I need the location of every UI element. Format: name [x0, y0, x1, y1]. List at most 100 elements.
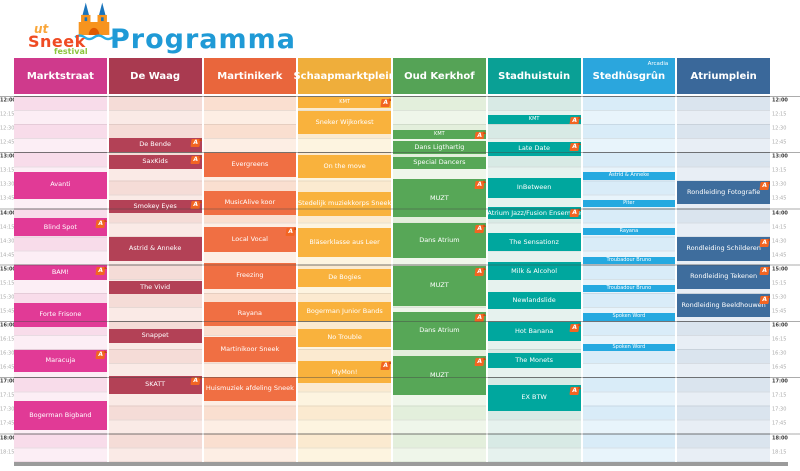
time-label-1615: 16:15 [772, 336, 787, 343]
event-on-the-move[interactable]: On the move [298, 154, 391, 178]
time-label-1200: 12:00 [772, 97, 788, 104]
event-rondleiding-beeldhouwen[interactable]: Rondleiding Beeldhouwen A [677, 294, 770, 317]
event-bogerman-junior-bands[interactable]: Bogerman Junior Bands [298, 301, 391, 321]
event-de-bogies[interactable]: De Bogies [298, 269, 391, 287]
time-label-1645: 16:45 [772, 364, 787, 371]
logo-word-sneek: Sneek [28, 32, 86, 51]
talent-flag-icon: A [758, 238, 770, 247]
event-spoken-word[interactable]: Spoken Word [582, 313, 676, 321]
event-title: InBetween [516, 183, 552, 192]
venue-timeline-atriumplein: Rondleiding Fotografie A Rondleiding Schil… [677, 96, 770, 462]
event-kmt[interactable]: KMT A [393, 130, 486, 139]
event-the-sensationz[interactable]: The Sensationz [487, 233, 581, 252]
event-skatt[interactable]: SKATT A [108, 375, 202, 394]
event-muzt[interactable]: MUZT A [393, 266, 486, 306]
event-sneker-wijkorkest[interactable]: Sneker Wijkorkest [298, 110, 391, 134]
event-smokey-eyes[interactable]: Smokey Eyes A [108, 199, 202, 213]
event-dans-atrium[interactable]: Dans Atrium A [393, 223, 486, 258]
event-rayana[interactable]: Rayana [582, 227, 676, 236]
time-label-1430: 14:30 [0, 238, 15, 245]
event-milk-alcohol[interactable]: Milk & Alcohol [487, 262, 581, 281]
time-label-1600: 16:00 [0, 322, 16, 329]
event-mymon[interactable]: MyMon! A [298, 360, 391, 384]
event-de-bende[interactable]: De Bende A [108, 137, 202, 152]
time-label-1545: 15:45 [0, 308, 15, 315]
event-rondleiding-tekenen[interactable]: Rondleiding Tekenen A [677, 265, 770, 289]
event-astrid-anneke[interactable]: Astrid & Anneke [108, 237, 202, 261]
time-label-1515: 15:15 [772, 280, 787, 287]
event-muzt[interactable]: MUZT A [393, 356, 486, 395]
event-title: Blind Spot [43, 222, 77, 231]
event-rondleiding-schilderen[interactable]: Rondleiding Schilderen A [677, 237, 770, 261]
time-label-1215: 12:15 [0, 111, 15, 118]
talent-flag-icon: A [95, 351, 106, 360]
event-the-monets[interactable]: The Monets [487, 353, 581, 369]
event-avanti[interactable]: Avanti [14, 171, 107, 199]
event-atrium-jazz-fusion-ensemble[interactable]: Atrium Jazz/Fusion Ensemble A [487, 207, 581, 220]
event-huismuziek-afdeling-sneek[interactable]: Huismuziek afdeling Sneek [203, 376, 297, 402]
event-title: Rondleiding Fotografie [687, 187, 761, 196]
time-label-1630: 16:30 [772, 350, 787, 357]
event-kmt[interactable]: KMT A [487, 115, 581, 124]
venue-badge: Arcadia [647, 61, 669, 67]
venue-header-atriumplein: Atriumplein [677, 58, 770, 94]
event-title: Astrid & Anneke [608, 172, 650, 179]
event-snappet[interactable]: Snappet [108, 329, 202, 343]
event-maracuja[interactable]: Maracuja A [14, 349, 107, 373]
event-evergreens[interactable]: Evergreens [203, 152, 297, 178]
venue-column-martinikerk: Martinikerk Evergreens MusicAlive koor Loca… [203, 58, 297, 462]
event-bl-serklasse-aus-leer[interactable]: Bläserklasse aus Leer [298, 227, 391, 257]
talent-flag-icon: A [569, 116, 580, 124]
event-troubadour-bruno[interactable]: Troubadour Bruno [582, 284, 676, 293]
event-spoken-word[interactable]: Spoken Word [582, 344, 676, 352]
event-title: Dans Atrium [419, 326, 460, 335]
time-label-1800: 18:00 [772, 435, 788, 441]
event-kmt[interactable]: KMT A [298, 97, 391, 108]
event-newlandslide[interactable]: Newlandslide [487, 291, 581, 310]
time-label-1515: 15:15 [0, 280, 15, 287]
event-astrid-anneke[interactable]: Astrid & Anneke [582, 172, 676, 180]
event-title: SaxKids [142, 157, 168, 166]
event-musicalive-koor[interactable]: MusicAlive koor [203, 191, 297, 215]
event-troubadour-bruno[interactable]: Troubadour Bruno [582, 256, 676, 265]
event-late-date[interactable]: Late Date A [487, 141, 581, 157]
event-dans-ligthartig[interactable]: Dans Ligthartig [393, 140, 486, 154]
event-dans-atrium[interactable]: Dans Atrium A [393, 312, 486, 350]
talent-flag-icon: A [758, 182, 770, 191]
talent-flag-icon: A [474, 131, 485, 139]
time-label-1200: 12:00 [0, 97, 16, 104]
event-title: Bogerman Bigband [29, 411, 92, 420]
event-blind-spot[interactable]: Blind Spot A [14, 218, 107, 237]
venue-column-stedh-sgr-n: Stedhûsgrûn Arcadia Astrid & Anneke Piter Ra… [582, 58, 676, 462]
time-label-1415: 14:15 [0, 224, 15, 231]
event-the-vivid[interactable]: The Vivid [108, 281, 202, 295]
time-label-1730: 17:30 [0, 406, 15, 413]
event-special-dancers[interactable]: Special Dancers [393, 156, 486, 169]
event-muzt[interactable]: MUZT A [393, 179, 486, 218]
event-stedelijk-muziekkorps-sneek[interactable]: Stedelijk muziekkorps Sneek [298, 192, 391, 216]
event-title: EX BTW [521, 393, 547, 402]
event-title: Maracuja [45, 356, 76, 365]
event-saxkids[interactable]: SaxKids A [108, 154, 202, 169]
event-title: No Trouble [327, 333, 362, 342]
event-ex-btw[interactable]: EX BTW A [487, 385, 581, 411]
event-title: Newlandslide [512, 295, 556, 304]
event-no-trouble[interactable]: No Trouble [298, 329, 391, 347]
event-title: Dans Ligthartig [414, 142, 465, 151]
event-hot-banana[interactable]: Hot Banana A [487, 322, 581, 342]
event-forte-frisone[interactable]: Forte Frisone [14, 302, 107, 328]
event-bam[interactable]: BAM! A [14, 265, 107, 281]
event-freezing[interactable]: Freezing [203, 263, 297, 289]
talent-flag-icon: A [95, 219, 106, 228]
event-inbetween[interactable]: InBetween [487, 178, 581, 198]
event-rayana[interactable]: Rayana [203, 301, 297, 327]
event-piter[interactable]: Piter [582, 199, 676, 208]
event-local-vocal[interactable]: Local Vocal A [203, 226, 297, 253]
venue-header-martinikerk: Martinikerk [203, 58, 297, 94]
event-title: Local Vocal [231, 234, 268, 243]
event-martinikoor-sneek[interactable]: Martinikoor Sneek [203, 336, 297, 362]
venue-timeline-de-waag: De Bende A SaxKids A Smokey Eyes A Astrid & An… [108, 96, 202, 462]
event-rondleiding-fotografie[interactable]: Rondleiding Fotografie A [677, 180, 770, 205]
event-bogerman-bigband[interactable]: Bogerman Bigband [14, 401, 107, 431]
event-title: Huismuziek afdeling Sneek [205, 384, 294, 393]
